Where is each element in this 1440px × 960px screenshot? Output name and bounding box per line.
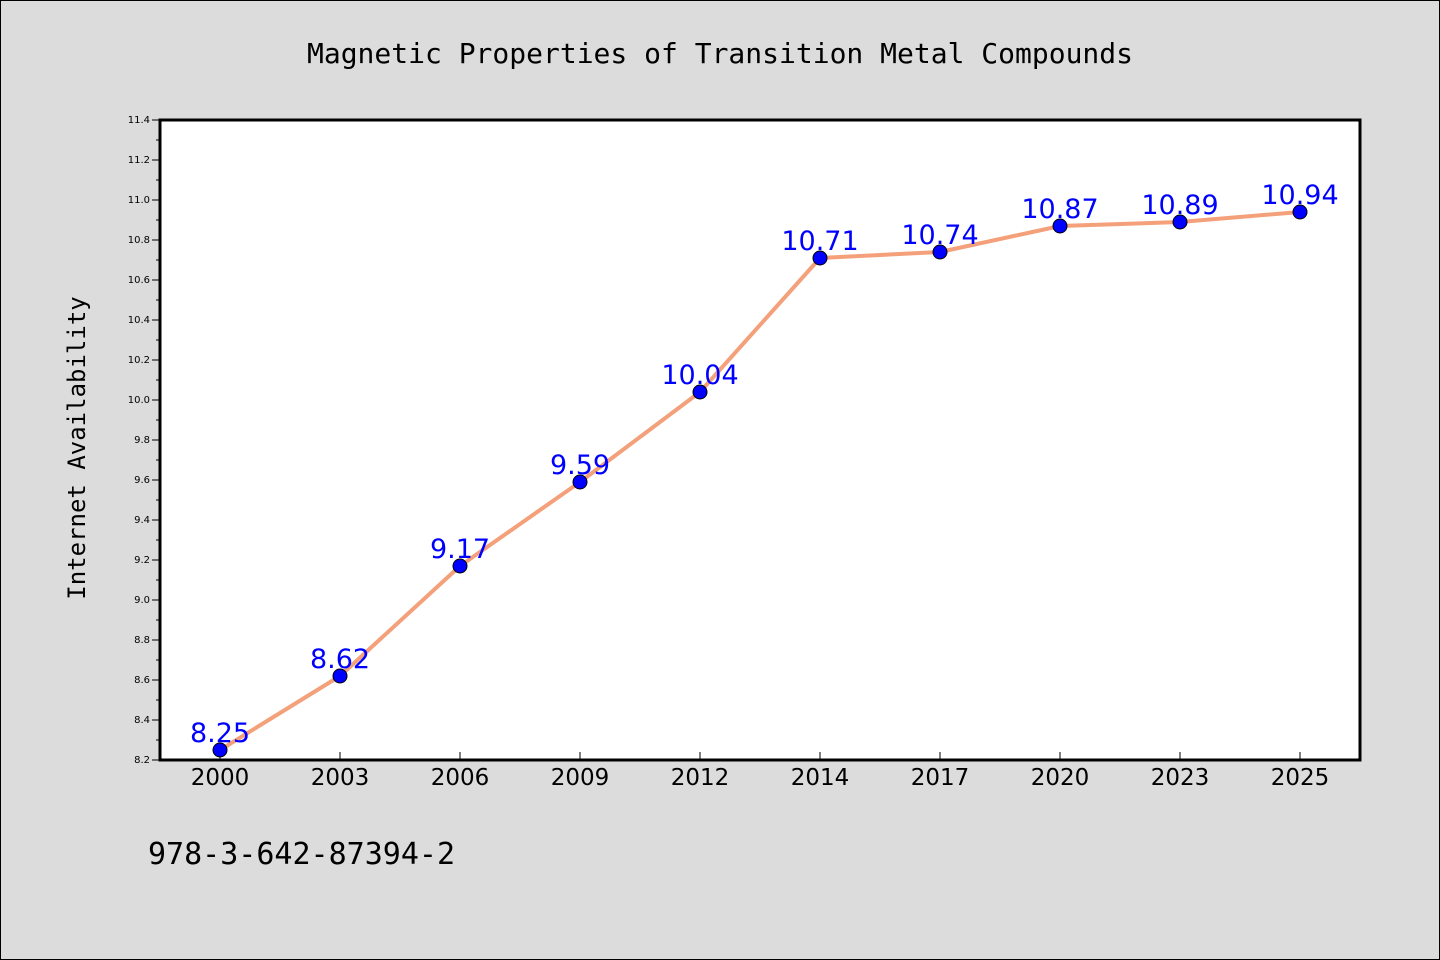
- data-label: 8.62: [310, 644, 370, 675]
- data-label: 10.04: [661, 360, 738, 391]
- y-tick-label: 11.0: [128, 195, 150, 206]
- data-label: 10.87: [1021, 194, 1098, 225]
- y-tick-label: 9.4: [134, 515, 150, 526]
- y-tick-label: 9.2: [134, 555, 150, 566]
- y-tick-label: 10.4: [128, 315, 150, 326]
- y-tick-label: 10.0: [128, 395, 150, 406]
- y-axis: 8.2 8.4 8.6 8.8 9.0 9.2 9.4 9.6 9.8 10.0 10.2 10.4 1…: [128, 115, 160, 766]
- chart-title: Magnetic Properties of Transition Metal …: [307, 37, 1133, 70]
- x-tick-label: 2006: [431, 765, 490, 791]
- data-label: 10.94: [1261, 180, 1338, 211]
- x-tick-label: 2023: [1151, 765, 1210, 791]
- marker-group: [212, 204, 1308, 758]
- y-tick-label: 8.8: [134, 635, 150, 646]
- x-tick-label: 2012: [671, 765, 730, 791]
- y-tick-label: 11.4: [128, 115, 150, 126]
- data-point: [812, 250, 828, 266]
- y-tick-label: 8.6: [134, 675, 150, 686]
- data-point: [332, 668, 348, 684]
- data-point: [692, 384, 708, 400]
- series-line-group: [218, 210, 1301, 752]
- x-tick-label: 2017: [911, 765, 970, 791]
- data-label: 8.25: [190, 718, 250, 749]
- data-label-group: 8.25 8.62 9.17 9.59 10.04 10.71 10.74 10.87 10.8…: [190, 180, 1339, 749]
- x-tick-label: 2020: [1031, 765, 1090, 791]
- isbn-label: 978-3-642-87394-2: [148, 837, 455, 872]
- y-tick-label: 10.2: [128, 355, 150, 366]
- x-tick-label: 2025: [1271, 765, 1330, 791]
- x-axis: 2000 2003 2006 2009 2012 2014 2017 2020 2023 2025: [191, 752, 1330, 791]
- data-point: [1292, 204, 1308, 220]
- y-tick-label: 8.2: [134, 755, 150, 766]
- data-label: 9.59: [550, 450, 610, 481]
- data-point: [1052, 218, 1068, 234]
- data-label: 10.74: [901, 220, 978, 251]
- data-point: [932, 244, 948, 260]
- x-tick-label: 2014: [791, 765, 850, 791]
- data-label: 10.89: [1141, 190, 1218, 221]
- x-tick-label: 2003: [311, 765, 370, 791]
- data-label: 10.71: [781, 226, 858, 257]
- data-point: [572, 474, 588, 490]
- data-point: [1172, 214, 1188, 230]
- y-tick-label: 9.0: [134, 595, 150, 606]
- data-label: 9.17: [430, 534, 490, 565]
- x-tick-label: 2009: [551, 765, 610, 791]
- y-tick-label: 9.6: [134, 475, 150, 486]
- data-point: [452, 558, 468, 574]
- y-axis-label: Internet Availability: [63, 296, 91, 599]
- series-line: [218, 210, 1301, 752]
- y-tick-label: 8.4: [134, 715, 150, 726]
- y-tick-label: 10.6: [128, 275, 150, 286]
- plot-area: [158, 118, 1362, 762]
- data-point: [212, 742, 228, 758]
- x-tick-label: 2000: [191, 765, 250, 791]
- y-tick-label: 10.8: [128, 235, 150, 246]
- y-tick-label: 11.2: [128, 155, 150, 166]
- y-tick-label: 9.8: [134, 435, 150, 446]
